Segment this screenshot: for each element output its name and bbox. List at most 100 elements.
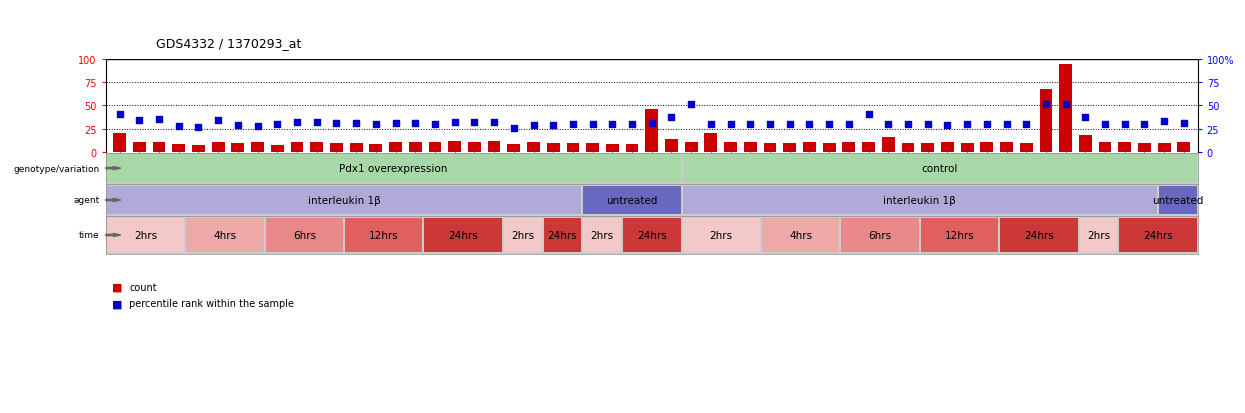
Text: control: control xyxy=(921,164,957,174)
Point xyxy=(741,121,761,128)
Bar xyxy=(682,219,759,252)
Bar xyxy=(232,144,244,152)
Bar xyxy=(1138,144,1150,152)
Bar xyxy=(980,143,994,152)
Bar xyxy=(783,144,796,152)
Point xyxy=(1096,121,1116,128)
Bar xyxy=(504,219,542,252)
Text: GDS4332 / 1370293_at: GDS4332 / 1370293_at xyxy=(156,37,301,50)
Bar xyxy=(921,219,998,252)
Bar xyxy=(544,219,581,252)
Text: 2hrs: 2hrs xyxy=(710,230,733,240)
Bar xyxy=(725,143,737,152)
Text: 6hrs: 6hrs xyxy=(869,230,891,240)
Bar xyxy=(172,145,186,152)
Bar xyxy=(762,219,839,252)
Point xyxy=(878,121,898,128)
Bar xyxy=(1000,143,1013,152)
Bar xyxy=(682,187,1157,214)
Text: count: count xyxy=(129,282,157,292)
Bar xyxy=(251,143,264,152)
Bar xyxy=(1098,143,1112,152)
Bar xyxy=(468,142,481,152)
Bar xyxy=(330,144,342,152)
Point xyxy=(464,119,484,126)
Text: agent: agent xyxy=(73,196,100,205)
Point xyxy=(563,121,583,128)
Bar xyxy=(370,145,382,152)
Bar xyxy=(192,146,205,152)
Text: 4hrs: 4hrs xyxy=(789,230,812,240)
Text: 2hrs: 2hrs xyxy=(512,230,534,240)
Text: untreated: untreated xyxy=(606,195,657,206)
Bar xyxy=(265,219,344,252)
Point xyxy=(937,122,957,129)
Bar xyxy=(566,144,579,152)
Point xyxy=(819,121,839,128)
Bar xyxy=(763,144,777,152)
Point xyxy=(1036,102,1056,109)
Point xyxy=(622,121,642,128)
Point xyxy=(1154,119,1174,125)
Point xyxy=(918,121,937,128)
Point xyxy=(583,121,603,128)
Bar xyxy=(682,155,1196,183)
Text: 2hrs: 2hrs xyxy=(590,230,614,240)
Point xyxy=(1016,121,1036,128)
Point xyxy=(661,115,681,121)
Bar xyxy=(1000,219,1078,252)
Bar xyxy=(408,143,422,152)
Point xyxy=(306,119,326,126)
Text: 2hrs: 2hrs xyxy=(1087,230,1111,240)
Point xyxy=(110,111,129,118)
Bar xyxy=(212,142,224,152)
Bar xyxy=(921,144,934,152)
Bar xyxy=(428,143,442,152)
Bar xyxy=(705,134,717,152)
Point xyxy=(799,121,819,128)
Text: percentile rank within the sample: percentile rank within the sample xyxy=(129,299,295,309)
Text: 2hrs: 2hrs xyxy=(134,230,157,240)
Bar xyxy=(665,140,677,152)
Text: 12hrs: 12hrs xyxy=(945,230,975,240)
Bar xyxy=(488,141,500,152)
Bar xyxy=(133,142,146,152)
Bar xyxy=(626,145,639,152)
Bar xyxy=(901,144,914,152)
Point xyxy=(642,121,662,127)
Point xyxy=(248,123,268,130)
Bar xyxy=(685,143,697,152)
Bar xyxy=(107,219,184,252)
Point xyxy=(721,121,741,128)
Bar xyxy=(187,219,264,252)
Bar xyxy=(107,187,581,214)
Bar xyxy=(448,141,461,152)
Bar xyxy=(113,134,126,152)
Text: Pdx1 overexpression: Pdx1 overexpression xyxy=(340,164,448,174)
Point xyxy=(386,121,406,127)
Bar xyxy=(881,138,895,152)
Bar xyxy=(1158,144,1170,152)
Point xyxy=(268,121,288,128)
Point xyxy=(208,118,228,124)
Point xyxy=(1134,121,1154,128)
Point xyxy=(228,122,248,129)
Bar xyxy=(508,145,520,152)
Bar xyxy=(803,143,815,152)
Bar xyxy=(527,143,540,152)
Bar xyxy=(290,143,304,152)
Text: ■: ■ xyxy=(112,282,122,292)
Point xyxy=(977,121,997,128)
Point xyxy=(1114,121,1134,128)
Text: interleukin 1β: interleukin 1β xyxy=(308,195,381,206)
Point xyxy=(779,121,799,128)
Bar xyxy=(310,143,324,152)
Point xyxy=(326,121,346,127)
Point xyxy=(1076,115,1096,121)
Bar xyxy=(107,155,681,183)
Point xyxy=(149,117,169,123)
Point xyxy=(444,119,464,126)
Bar xyxy=(843,143,855,152)
Text: time: time xyxy=(78,231,100,240)
Bar xyxy=(745,143,757,152)
